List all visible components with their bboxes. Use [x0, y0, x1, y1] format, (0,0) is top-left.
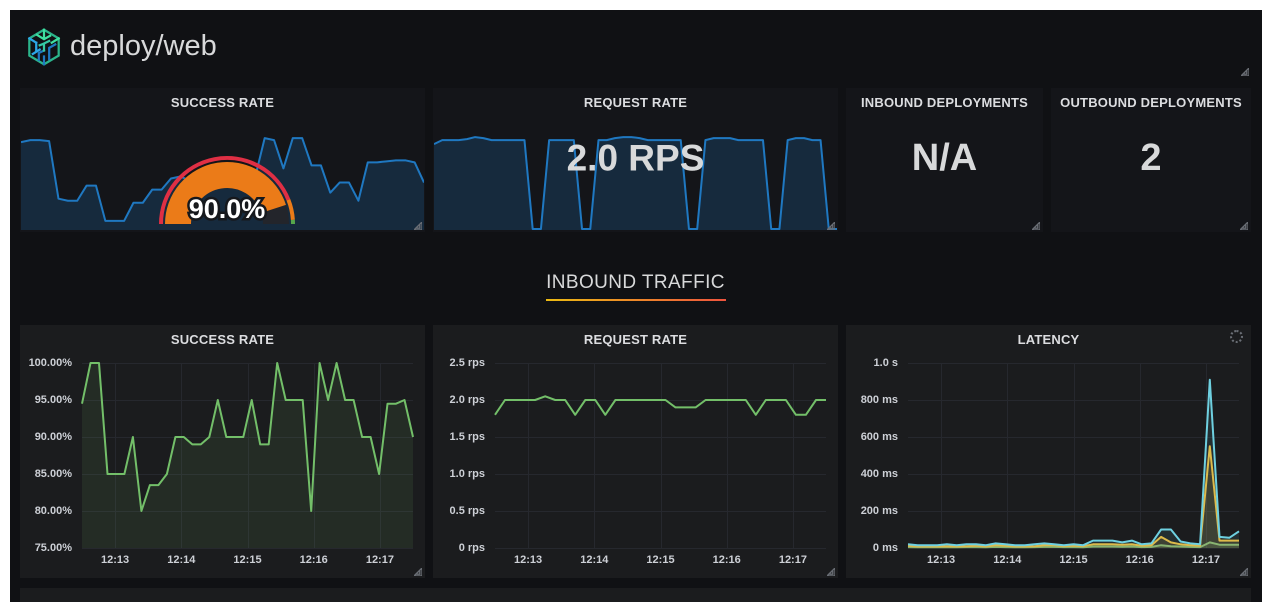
partial-panel-next-row [20, 588, 1251, 602]
y-tick-label: 1.0 rps [449, 468, 485, 480]
y-axis: 75.00% 80.00% 85.00% 90.00% 95.00% 100.00% [26, 357, 76, 554]
y-tick-label: 0.5 rps [449, 505, 485, 517]
x-tick-label: 12:16 [299, 554, 328, 566]
x-tick-label: 12:13 [101, 554, 130, 566]
outbound-deployments-value: 2 [1140, 136, 1162, 179]
panel-outbound-deployments: OUTBOUND DEPLOYMENTS 2 [1051, 88, 1251, 232]
y-tick-label: 2.0 rps [449, 394, 485, 406]
panel-inbound-deployments: INBOUND DEPLOYMENTS N/A [846, 88, 1043, 232]
y-axis: 0 rps 0.5 rps 1.0 rps 1.5 rps 2.0 rps 2.5 rps [439, 357, 489, 554]
y-tick-label: 200 ms [860, 505, 898, 517]
x-tick-label: 12:13 [514, 554, 543, 566]
section-title: INBOUND TRAFFIC [546, 272, 725, 293]
y-tick-label: 95.00% [34, 394, 72, 406]
panel-title[interactable]: INBOUND DEPLOYMENTS [860, 95, 1029, 110]
dashboard: deploy/web SUCCESS RATE 90.0% REQUEST RA… [10, 10, 1262, 602]
panel-title[interactable]: SUCCESS RATE [170, 95, 275, 110]
inbound-deployments-value: N/A [911, 136, 978, 179]
x-tick-label: 12:13 [927, 554, 956, 566]
panel-latency-chart: LATENCY 0 ms 200 ms 400 ms 600 ms 800 ms 1.0 … [846, 325, 1251, 578]
y-axis: 0 ms 200 ms 400 ms 600 ms 800 ms 1.0 s [852, 357, 902, 554]
y-tick-label: 600 ms [860, 431, 898, 443]
y-tick-label: 85.00% [34, 468, 72, 480]
y-tick-label: 100.00% [28, 357, 72, 369]
x-tick-label: 12:14 [167, 554, 196, 566]
resize-handle-icon[interactable] [827, 568, 835, 576]
resize-handle-icon[interactable] [1241, 68, 1249, 76]
resize-handle-icon[interactable] [1240, 568, 1248, 576]
request-rate-chart: 0 rps 0.5 rps 1.0 rps 1.5 rps 2.0 rps 2.5 rps… [439, 355, 830, 574]
x-tick-label: 12:14 [993, 554, 1022, 566]
x-tick-label: 12:17 [1191, 554, 1220, 566]
panel-title[interactable]: LATENCY [1017, 332, 1080, 347]
panel-title[interactable]: SUCCESS RATE [170, 332, 275, 347]
y-tick-label: 2.5 rps [449, 357, 485, 369]
request-rate-value: 2.0 RPS [566, 137, 705, 179]
deploy-logo-icon [27, 28, 61, 66]
panel-title[interactable]: OUTBOUND DEPLOYMENTS [1060, 95, 1242, 110]
x-tick-label: 12:15 [233, 554, 262, 566]
plot-area[interactable] [907, 363, 1240, 549]
panel-request-rate-stat: REQUEST RATE 2.0 RPS [433, 88, 838, 232]
panel-request-rate-chart: REQUEST RATE 0 rps 0.5 rps 1.0 rps 1.5 rps 2… [433, 325, 838, 578]
y-tick-label: 800 ms [860, 394, 898, 406]
panel-success-rate-stat: SUCCESS RATE 90.0% [20, 88, 425, 232]
y-tick-label: 80.00% [34, 505, 72, 517]
success-rate-gauge[interactable]: 90.0% [142, 146, 312, 231]
section-underline [545, 299, 726, 301]
y-tick-label: 90.00% [34, 431, 72, 443]
x-tick-label: 12:17 [365, 554, 394, 566]
y-tick-label: 75.00% [34, 542, 72, 554]
gauge-value: 90.0% [189, 194, 266, 224]
panel-title[interactable]: REQUEST RATE [583, 95, 688, 110]
latency-chart: 0 ms 200 ms 400 ms 600 ms 800 ms 1.0 s 12:13 1… [852, 355, 1243, 574]
plot-area[interactable] [81, 362, 414, 549]
x-axis: 12:13 12:14 12:15 12:16 12:17 [82, 554, 413, 572]
panel-success-rate-chart: SUCCESS RATE 75.00% 80.00% 85.00% 90.00% 95.… [20, 325, 425, 578]
x-tick-label: 12:17 [778, 554, 807, 566]
x-tick-label: 12:14 [580, 554, 609, 566]
resize-handle-icon[interactable] [827, 222, 835, 230]
resize-handle-icon[interactable] [1240, 222, 1248, 230]
header-panel: deploy/web [14, 14, 1252, 78]
y-tick-label: 1.5 rps [449, 431, 485, 443]
request-rate-sparkline[interactable] [434, 125, 837, 230]
x-tick-label: 12:16 [1125, 554, 1154, 566]
y-tick-label: 0 rps [458, 542, 485, 554]
x-tick-label: 12:15 [646, 554, 675, 566]
resize-handle-icon[interactable] [1032, 222, 1040, 230]
plot-area[interactable] [494, 363, 826, 549]
resize-handle-icon[interactable] [414, 568, 422, 576]
success-rate-chart: 75.00% 80.00% 85.00% 90.00% 95.00% 100.00% 12… [26, 355, 417, 574]
y-tick-label: 1.0 s [873, 357, 898, 369]
x-axis: 12:13 12:14 12:15 12:16 12:17 [495, 554, 826, 572]
resize-handle-icon[interactable] [414, 222, 422, 230]
loading-spinner-icon [1230, 330, 1243, 343]
dashboard-title: deploy/web [70, 30, 217, 62]
y-tick-label: 0 ms [872, 542, 898, 554]
panel-title[interactable]: REQUEST RATE [583, 332, 688, 347]
panel-inbound-traffic-header: INBOUND TRAFFIC [20, 252, 1251, 318]
y-tick-label: 400 ms [860, 468, 898, 480]
x-tick-label: 12:15 [1059, 554, 1088, 566]
x-axis: 12:13 12:14 12:15 12:16 12:17 [908, 554, 1239, 572]
x-tick-label: 12:16 [712, 554, 741, 566]
